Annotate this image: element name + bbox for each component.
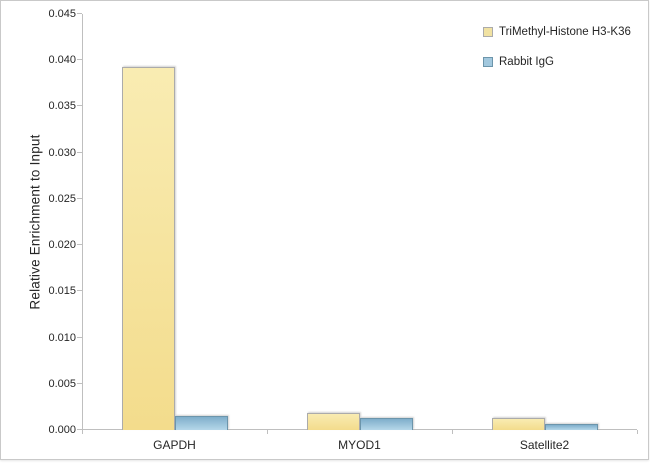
x-category-label: Satellite2 bbox=[519, 438, 570, 452]
x-tick-mark bbox=[452, 430, 453, 434]
y-tick-mark bbox=[77, 151, 82, 153]
y-tick-label: 0.020 bbox=[48, 239, 76, 252]
legend-item-trimethyl: TriMethyl-Histone H3-K36 bbox=[483, 26, 631, 38]
y-tick-mark bbox=[77, 429, 82, 430]
y-tick-label: 0.025 bbox=[48, 192, 76, 205]
y-tick-label: 0.035 bbox=[48, 100, 76, 113]
y-tick-mark bbox=[77, 59, 82, 61]
legend: TriMethyl-Histone H3-K36 Rabbit IgG bbox=[483, 26, 631, 86]
x-tick-mark bbox=[267, 430, 268, 434]
x-tick-mark bbox=[637, 430, 638, 434]
bar-gapdh-igg bbox=[175, 416, 228, 430]
y-tick-label: 0.005 bbox=[48, 377, 76, 390]
x-category-label: MYOD1 bbox=[338, 438, 381, 452]
y-tick-mark bbox=[77, 197, 82, 199]
y-tick-label: 0.030 bbox=[48, 146, 76, 159]
legend-label-trimethyl: TriMethyl-Histone H3-K36 bbox=[499, 26, 631, 38]
y-tick-mark bbox=[77, 290, 82, 292]
legend-item-rabbit-igg: Rabbit IgG bbox=[483, 56, 631, 68]
y-tick-mark bbox=[77, 105, 82, 107]
bar-myod1-igg bbox=[360, 418, 413, 430]
y-tick-label: 0.010 bbox=[48, 331, 76, 344]
y-tick-label: 0.040 bbox=[48, 54, 76, 67]
legend-swatch-yellow-icon bbox=[483, 27, 493, 37]
bar-satellite2-igg bbox=[545, 424, 598, 430]
y-axis-title: Relative Enrichment to Input bbox=[27, 134, 43, 310]
y-tick-mark bbox=[77, 382, 82, 384]
legend-swatch-blue-icon bbox=[483, 57, 493, 67]
y-tick-mark bbox=[77, 13, 82, 14]
y-tick-label: 0.045 bbox=[48, 8, 76, 20]
y-tick-mark bbox=[77, 336, 82, 338]
y-tick-mark bbox=[77, 244, 82, 246]
y-tick-label: 0.015 bbox=[48, 285, 76, 298]
x-category-label: GAPDH bbox=[153, 438, 196, 452]
legend-label-rabbit-igg: Rabbit IgG bbox=[499, 56, 554, 68]
bar-gapdh-trimethyl bbox=[122, 67, 175, 430]
bar-satellite2-trimethyl bbox=[492, 418, 545, 430]
y-tick-label: 0.000 bbox=[48, 424, 76, 436]
bar-myod1-trimethyl bbox=[307, 413, 360, 430]
x-tick-mark bbox=[82, 430, 83, 434]
